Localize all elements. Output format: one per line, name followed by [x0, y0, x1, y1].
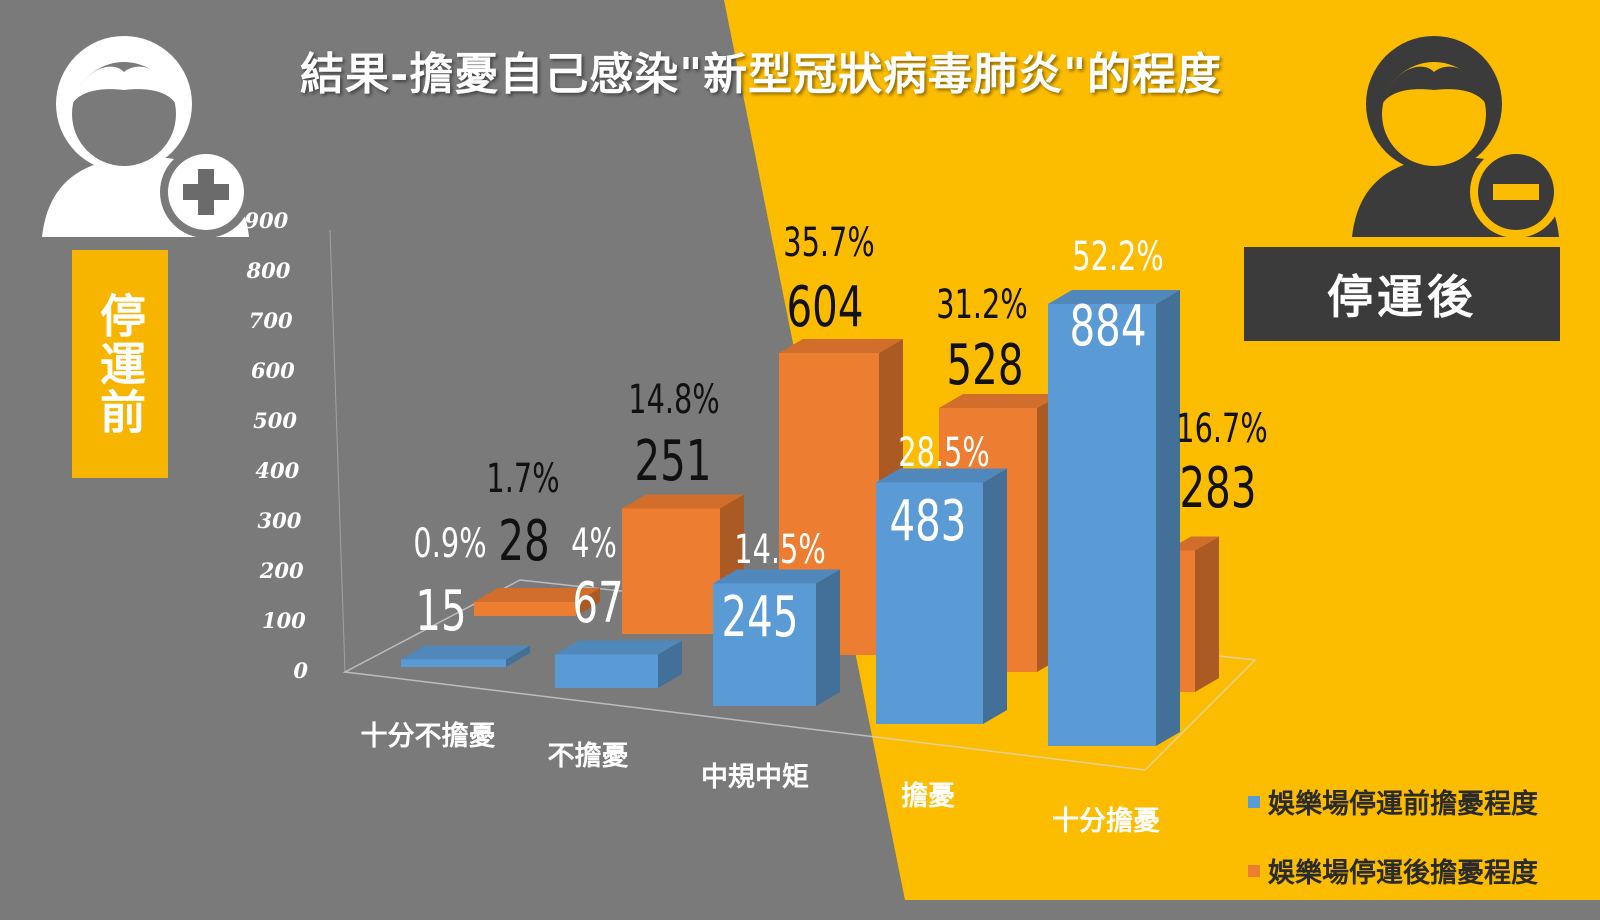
- legend-swatch-before: [1248, 795, 1260, 808]
- bar-before-side: [983, 468, 1007, 724]
- y-tick-label: 400: [255, 458, 299, 483]
- y-tick-label: 800: [246, 258, 291, 283]
- bar-before: [876, 482, 983, 724]
- legend-item-before: 娛樂場停運前擔憂程度: [1248, 782, 1538, 821]
- before-label: 停運前: [72, 250, 168, 478]
- bar-after-side: [1195, 536, 1219, 692]
- data-label-after: 283: [1180, 455, 1257, 520]
- bar-before: [401, 659, 506, 667]
- bar-after-top: [939, 394, 1061, 408]
- percent-label-after: 35.7%: [783, 220, 874, 266]
- bar-before-top: [1048, 290, 1180, 304]
- bar-before: [555, 654, 658, 688]
- y-tick-label: 200: [259, 558, 304, 583]
- y-tick-label: 100: [262, 608, 306, 633]
- legend: 娛樂場停運前擔憂程度 娛樂場停運後擔憂程度: [1248, 782, 1538, 920]
- legend-swatch-after: [1248, 864, 1260, 877]
- y-tick-label: 500: [253, 408, 297, 433]
- data-label-after: 28: [498, 508, 549, 573]
- percent-label-before: 52.2%: [1072, 234, 1163, 280]
- bar-after-top: [474, 588, 600, 602]
- y-tick-label: 300: [258, 508, 302, 533]
- bar-after-side: [576, 588, 600, 616]
- bar-before-side: [816, 569, 840, 706]
- x-tick-label: 中規中矩: [701, 762, 809, 793]
- chart-floor: [342, 579, 1257, 771]
- chart-title: 結果-擔憂自己感染"新型冠狀病毒肺炎"的程度: [300, 49, 1223, 100]
- bar-before-side: [506, 645, 530, 667]
- x-tick-label: 十分不擔憂: [361, 720, 496, 752]
- person-minus-icon: [1352, 36, 1562, 238]
- data-label-before: 15: [415, 578, 466, 643]
- bar-before-top: [876, 468, 1007, 483]
- percent-label-after: 31.2%: [936, 282, 1027, 328]
- bar-before-side: [1156, 290, 1180, 746]
- y-tick-label: 600: [251, 358, 295, 383]
- percent-label-before: 14.5%: [734, 527, 825, 573]
- data-label-before: 245: [722, 584, 799, 649]
- y-tick-label: 700: [249, 308, 293, 333]
- bar-before: [1048, 304, 1156, 746]
- percent-label-before: 28.5%: [898, 430, 989, 476]
- legend-label-after: 娛樂場停運後擔憂程度: [1268, 858, 1538, 889]
- bar-chart: 0 100 200 300 400 500 600 700 800 900 15 67 245 483 88…: [244, 208, 1267, 837]
- bar-before-top: [401, 645, 530, 660]
- bar-after: [474, 602, 576, 616]
- data-label-after: 528: [947, 332, 1024, 397]
- percent-label-before: 4%: [571, 521, 617, 567]
- bar-after-top: [622, 494, 744, 509]
- person-plus-icon: [42, 36, 252, 238]
- percent-label-after: 14.8%: [628, 377, 719, 423]
- bar-before-side: [658, 640, 682, 688]
- x-tick-label: 十分擔憂: [1052, 805, 1160, 837]
- x-tick-label: 不擔憂: [548, 740, 629, 772]
- y-tick-label: 900: [244, 208, 288, 233]
- y-tick-label: 0: [293, 658, 308, 683]
- y-axis-line: [329, 229, 346, 673]
- data-label-before: 884: [1070, 293, 1147, 358]
- data-label-after: 604: [787, 274, 864, 339]
- data-label-after: 251: [635, 428, 712, 493]
- bar-after-top: [779, 339, 903, 353]
- after-label: 停運後: [1244, 247, 1560, 341]
- percent-label-before: 0.9%: [413, 521, 486, 567]
- x-tick-label: 擔憂: [901, 780, 955, 812]
- data-label-before: 67: [572, 570, 623, 635]
- bar-after: [622, 508, 720, 634]
- data-label-before: 483: [890, 488, 967, 553]
- bar-before: [713, 583, 816, 706]
- percent-label-after: 16.7%: [1176, 406, 1267, 452]
- legend-label-before: 娛樂場停運前擔憂程度: [1268, 789, 1538, 820]
- percent-label-after: 1.7%: [486, 456, 559, 502]
- bar-before-top: [555, 640, 682, 655]
- legend-item-after: 娛樂場停運後擔憂程度: [1248, 851, 1538, 890]
- bar-before-top: [713, 569, 840, 584]
